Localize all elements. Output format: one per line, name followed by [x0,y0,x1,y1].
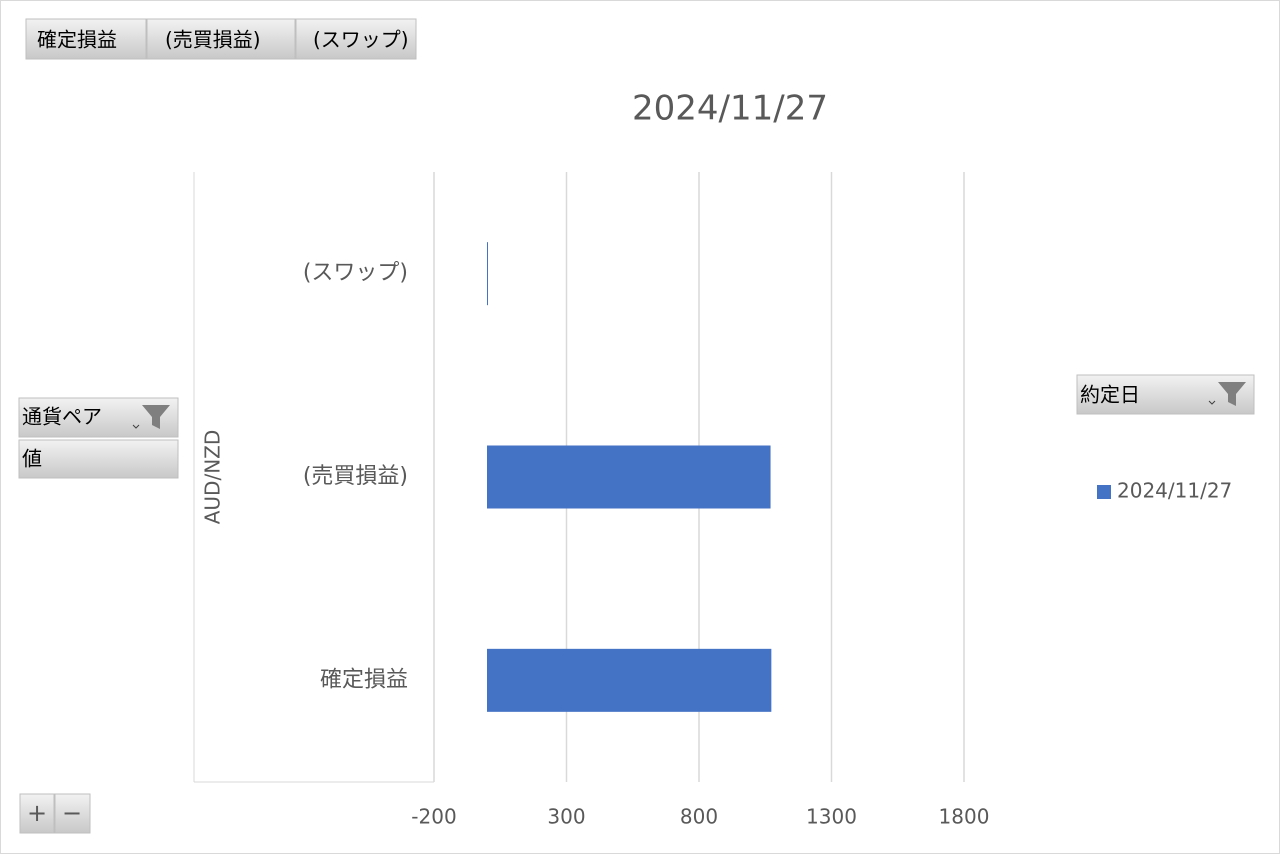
expand-label[interactable]: + [27,799,47,827]
x-tick-label: 800 [680,805,718,829]
bar [487,648,772,712]
expand-button[interactable]: + [19,793,55,834]
x-tick-label: 1800 [939,805,990,829]
field-button[interactable]: (売買損益) [146,18,296,60]
bar [487,445,771,509]
chart-title: 2024/11/27 [632,89,828,129]
y-tick-label: (スワップ) [303,261,408,286]
bar [487,242,488,306]
dropdown-icon[interactable] [1208,400,1216,405]
collapse-label[interactable]: − [62,799,82,827]
x-tick-label: 1300 [806,805,857,829]
legend-label: 2024/11/27 [1117,479,1232,503]
field-button-label[interactable]: (売買損益) [165,28,261,52]
field-button-label[interactable]: 通貨ペア [22,405,102,429]
y-tick-label: (売買損益) [303,464,408,489]
field-button-label[interactable]: (スワップ) [313,28,409,52]
field-button[interactable]: 確定損益 [25,18,147,60]
field-button[interactable]: 値 [18,439,179,479]
filter-icon[interactable] [1218,382,1246,406]
filter-icon[interactable] [142,405,170,429]
legend-swatch [1097,485,1111,499]
field-button-label[interactable]: 約定日 [1080,383,1140,407]
y-axis-title: AUD/NZD [201,430,225,525]
x-tick-label: 300 [547,805,585,829]
dropdown-icon[interactable] [132,424,140,429]
field-button[interactable]: 約定日 [1076,374,1255,415]
field-button[interactable]: (スワップ) [295,18,417,60]
field-button[interactable]: 通貨ペア [18,397,179,438]
y-tick-label: 確定損益 [320,667,408,692]
x-tick-label: -200 [411,805,456,829]
field-button-label[interactable]: 確定損益 [37,28,117,52]
field-button-label[interactable]: 値 [22,447,42,471]
collapse-button[interactable]: − [54,793,91,834]
